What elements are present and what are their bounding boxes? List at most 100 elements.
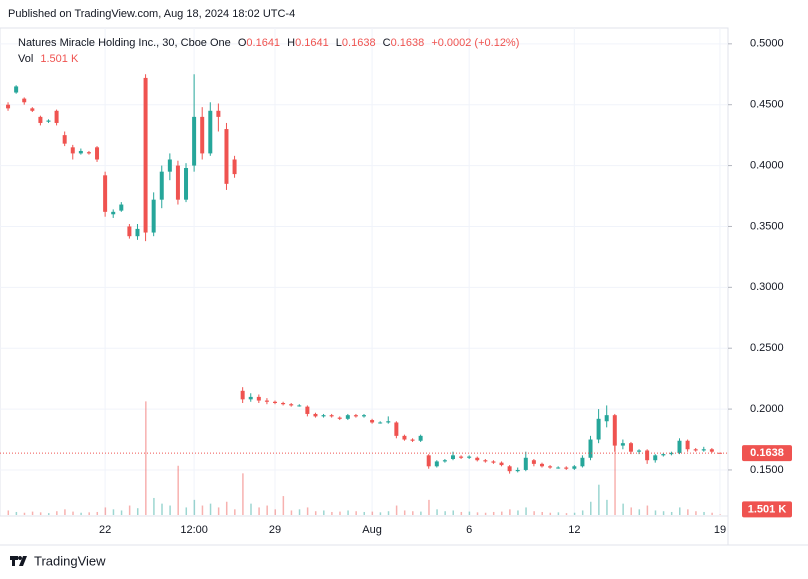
volume-bar [541,511,543,515]
candle-body [353,415,358,417]
volume-bar [557,512,560,515]
candle-body [30,108,35,111]
candle-body [159,171,164,200]
volume-name: Vol [18,53,34,65]
volume-bar [403,510,406,515]
volume-bar [88,512,90,515]
y-tick-label: 0.4500 [750,99,784,111]
volume-bar [225,501,228,515]
volume-bar [501,511,503,515]
candle-body [515,469,520,472]
volume-bar [323,510,325,515]
candle-body [200,116,205,154]
volume-bar [153,497,155,515]
volume-bar [452,510,454,515]
candle-body [321,415,326,417]
candle-body [677,440,682,453]
candle-body [693,449,698,451]
x-tick-label: 29 [269,524,281,536]
candle-body [337,417,342,419]
legend-header: Natures Miracle Holding Inc., 30, Cboe O… [18,37,519,49]
candle-body [539,463,544,467]
candle-body [78,150,83,154]
candle-body [370,420,375,423]
candle-body [459,456,464,458]
volume-bar [314,511,317,515]
volume-bar [145,401,147,515]
candle-body [143,77,148,233]
candle-body [248,396,253,400]
volume-bar [565,513,568,515]
candle-body [572,466,577,469]
candle-body [256,396,261,401]
volume-tag [742,501,792,518]
candle-body [313,413,318,417]
volume-bar [517,510,519,515]
candle-body [556,467,561,469]
volume-bar [687,509,689,515]
volume-value: 1.501 K [40,53,79,65]
candle-body [669,452,674,455]
candle-body [14,86,19,93]
volume-bar [217,507,220,515]
y-tick-label: 0.3000 [750,281,784,293]
candle-body [596,418,601,440]
candle-body [604,415,609,422]
volume-bar [242,473,244,515]
volume-bar [622,503,624,515]
volume-bar [274,509,277,515]
volume-bar [266,505,268,515]
candle-body [418,435,423,441]
candle-body [119,204,124,211]
y-tick-label: 0.2500 [750,342,784,354]
candle-body [216,110,221,117]
ohlc-value: 0.1638 [390,37,425,49]
volume-bar [606,499,608,515]
volume-bar [630,507,632,515]
candle-body [305,406,310,414]
volume-legend: Vol 1.501 K [18,53,78,65]
candle-body [273,401,278,403]
ohlc-label: H [287,37,296,49]
volume-bar [581,510,584,515]
volume-bar [177,465,179,515]
volume-bar [711,512,713,515]
candle-body [175,165,180,200]
plot-frame [0,27,729,517]
candle-body [434,461,439,467]
candle-body [653,455,658,461]
published-line: Published on TradingView.com, Aug 18, 20… [8,8,296,20]
volume-bar [169,505,171,515]
volume-bar [614,416,616,515]
x-tick-label: Aug [362,524,382,536]
candle-body [208,110,213,154]
volume-bar [363,511,365,515]
candle-body [103,175,108,212]
candle-body [564,467,569,469]
candle-body [54,110,59,123]
candle-body [70,147,75,154]
volume-bar [331,511,333,515]
volume-bar [112,509,115,515]
y-tick-label: 0.1500 [750,464,784,476]
volume-bar [23,512,26,515]
candle-body [580,457,585,467]
volume-bar [15,511,18,515]
volume-bar [436,509,438,515]
candle-body [637,450,642,452]
x-tick-label: 6 [466,524,472,536]
volume-bar [533,511,535,515]
volume-bar [670,511,673,515]
symbol-title: Natures Miracle Holding Inc., 30, Cboe O… [18,37,231,49]
candle-body [289,404,294,406]
volume-bar [290,510,293,515]
volume-bar [355,511,357,515]
candle-body [62,135,67,144]
ohlc-label: O [237,37,247,49]
candle-body [167,159,172,172]
volume-bar [31,511,34,515]
volume-bar [193,499,196,515]
candle-body [499,462,504,466]
y-tick-label: 0.4000 [750,159,784,171]
